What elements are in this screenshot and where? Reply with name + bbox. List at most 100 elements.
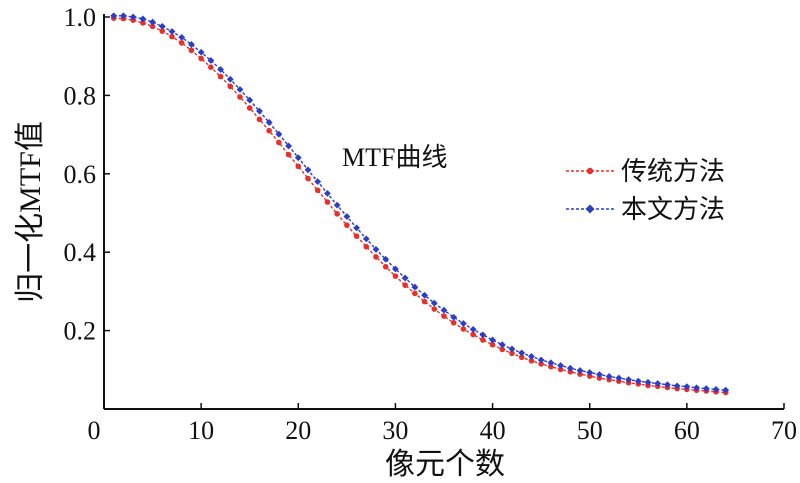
- data-point: [314, 178, 322, 186]
- data-point: [596, 371, 603, 378]
- x-tick-label: 20: [285, 416, 311, 445]
- data-point: [664, 381, 671, 389]
- data-point: [343, 213, 351, 220]
- data-point: [548, 363, 554, 370]
- data-point: [256, 107, 263, 115]
- data-point: [246, 96, 254, 104]
- data-point: [586, 373, 593, 379]
- data-point: [566, 364, 574, 372]
- data-point: [304, 166, 312, 174]
- legend-label-traditional: 传统方法: [621, 157, 725, 186]
- data-point: [324, 199, 331, 205]
- data-point: [518, 349, 526, 357]
- data-point: [596, 375, 603, 381]
- curve-annotation: MTF曲线: [342, 143, 447, 172]
- data-point: [702, 385, 710, 392]
- x-tick-label: 30: [382, 416, 408, 445]
- data-point: [294, 154, 302, 162]
- data-point: [372, 246, 380, 253]
- data-point: [236, 86, 244, 93]
- x-ticks: 0 10 20 30 40 50 60 70: [88, 403, 797, 445]
- data-point: [576, 367, 584, 374]
- y-axis-label: 归一化MTF值: [14, 121, 47, 303]
- x-tick-label: 70: [771, 416, 797, 445]
- y-tick-label: 1.0: [64, 3, 97, 32]
- data-point: [382, 263, 389, 270]
- series-line: [113, 17, 726, 394]
- data-point: [547, 359, 555, 367]
- data-point: [421, 298, 428, 305]
- data-point: [431, 306, 438, 312]
- data-point: [441, 313, 447, 319]
- data-point: [140, 20, 146, 26]
- data-point: [625, 376, 632, 383]
- legend-entry-proposed: 本文方法: [566, 195, 725, 224]
- data-point: [509, 350, 515, 357]
- series-layer: [110, 12, 730, 396]
- data-point: [197, 48, 205, 56]
- data-point: [362, 235, 370, 243]
- data-point: [344, 222, 350, 228]
- data-point: [392, 273, 399, 279]
- data-point: [402, 282, 408, 288]
- data-point: [430, 299, 438, 307]
- data-point: [158, 22, 166, 30]
- data-point: [110, 12, 118, 20]
- x-tick-label: 50: [577, 416, 603, 445]
- data-point: [538, 361, 544, 367]
- data-point: [567, 368, 574, 375]
- data-point: [333, 201, 341, 209]
- data-point: [412, 290, 418, 297]
- data-point: [120, 12, 127, 20]
- x-tick-label: 40: [480, 416, 506, 445]
- data-point: [275, 130, 283, 138]
- data-point: [460, 326, 467, 332]
- data-point: [208, 64, 214, 70]
- data-point: [295, 163, 302, 170]
- data-point: [226, 75, 234, 83]
- data-point: [139, 15, 147, 23]
- data-point: [528, 358, 535, 364]
- data-point: [392, 265, 399, 273]
- data-point: [285, 142, 292, 150]
- series-line: [113, 15, 726, 391]
- data-point: [149, 23, 156, 30]
- data-point: [401, 274, 409, 282]
- data-point: [217, 73, 224, 80]
- data-point: [188, 47, 195, 54]
- data-point: [159, 28, 166, 34]
- data-point: [334, 211, 340, 217]
- data-point: [314, 187, 321, 194]
- data-point: [480, 337, 486, 343]
- data-point: [178, 40, 185, 46]
- data-point: [557, 366, 564, 373]
- data-point: [498, 341, 506, 349]
- data-point: [634, 377, 642, 385]
- data-point: [722, 386, 730, 394]
- data-point: [198, 55, 204, 62]
- data-point: [227, 83, 234, 90]
- data-point: [469, 326, 477, 333]
- data-point: [188, 41, 195, 48]
- data-point: [450, 313, 458, 321]
- data-point: [605, 373, 613, 380]
- data-point: [421, 291, 428, 299]
- legend-label-proposed: 本文方法: [621, 195, 725, 224]
- data-point: [586, 369, 594, 376]
- data-point: [373, 254, 379, 260]
- legend-marker-traditional: [586, 167, 594, 175]
- data-point: [673, 382, 681, 390]
- data-point: [265, 119, 273, 126]
- data-point: [246, 105, 253, 111]
- data-point: [508, 345, 516, 353]
- y-tick-label: 0.4: [64, 238, 97, 267]
- data-point: [276, 139, 282, 146]
- x-axis-label: 像元个数: [385, 448, 505, 481]
- data-point: [615, 374, 623, 382]
- data-point: [470, 331, 476, 338]
- data-point: [577, 371, 583, 377]
- legend: 传统方法 本文方法: [566, 157, 725, 224]
- data-point: [207, 57, 215, 64]
- data-point: [363, 243, 370, 250]
- data-point: [129, 13, 137, 21]
